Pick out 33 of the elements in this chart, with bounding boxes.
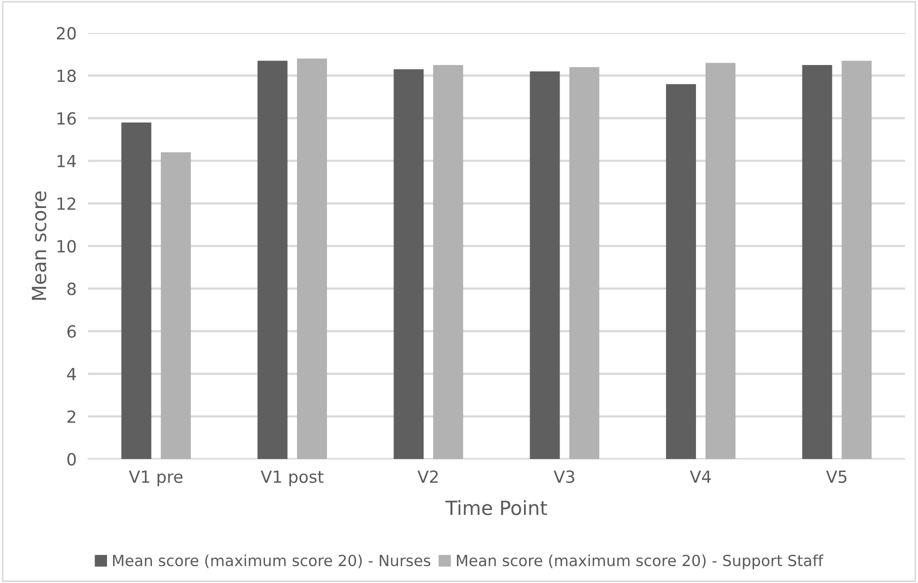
x-tick-label: V5 bbox=[826, 470, 846, 484]
y-tick-label: 12 bbox=[58, 197, 76, 210]
bar bbox=[160, 152, 191, 459]
x-axis-title: Time Point bbox=[445, 500, 548, 516]
bar bbox=[842, 60, 872, 459]
bar bbox=[802, 64, 832, 459]
bar bbox=[666, 84, 696, 459]
y-tick-label: 8 bbox=[67, 282, 76, 296]
y-tick-label: 4 bbox=[67, 368, 76, 380]
y-tick-label: 16 bbox=[58, 112, 76, 125]
bar bbox=[394, 69, 424, 459]
legend-label: Mean score (maximum score 20) - Nurses bbox=[113, 554, 430, 568]
bar bbox=[433, 64, 464, 459]
y-tick-label: 6 bbox=[67, 325, 76, 338]
bar bbox=[530, 71, 560, 459]
x-tick-label: V1 pre bbox=[128, 470, 183, 486]
legend-label: Mean score (maximum score 20) - Support Staff bbox=[456, 554, 824, 570]
x-tick-label: V1 post bbox=[260, 470, 324, 486]
bar bbox=[706, 62, 736, 459]
y-tick-label: 10 bbox=[58, 240, 76, 253]
bar bbox=[569, 67, 600, 459]
y-tick-label: 20 bbox=[56, 26, 76, 40]
x-tick-label: V2 bbox=[418, 470, 438, 483]
y-tick-label: 2 bbox=[68, 410, 76, 423]
bar bbox=[121, 122, 152, 459]
y-tick-label: 18 bbox=[58, 70, 76, 82]
y-tick-label: 14 bbox=[58, 154, 76, 168]
bar bbox=[258, 60, 288, 459]
x-tick-label: V3 bbox=[554, 470, 574, 484]
bar bbox=[297, 58, 327, 459]
x-tick-label: V4 bbox=[690, 470, 711, 483]
y-axis-title: Mean score bbox=[32, 191, 46, 300]
y-tick-label: 0 bbox=[67, 452, 76, 466]
